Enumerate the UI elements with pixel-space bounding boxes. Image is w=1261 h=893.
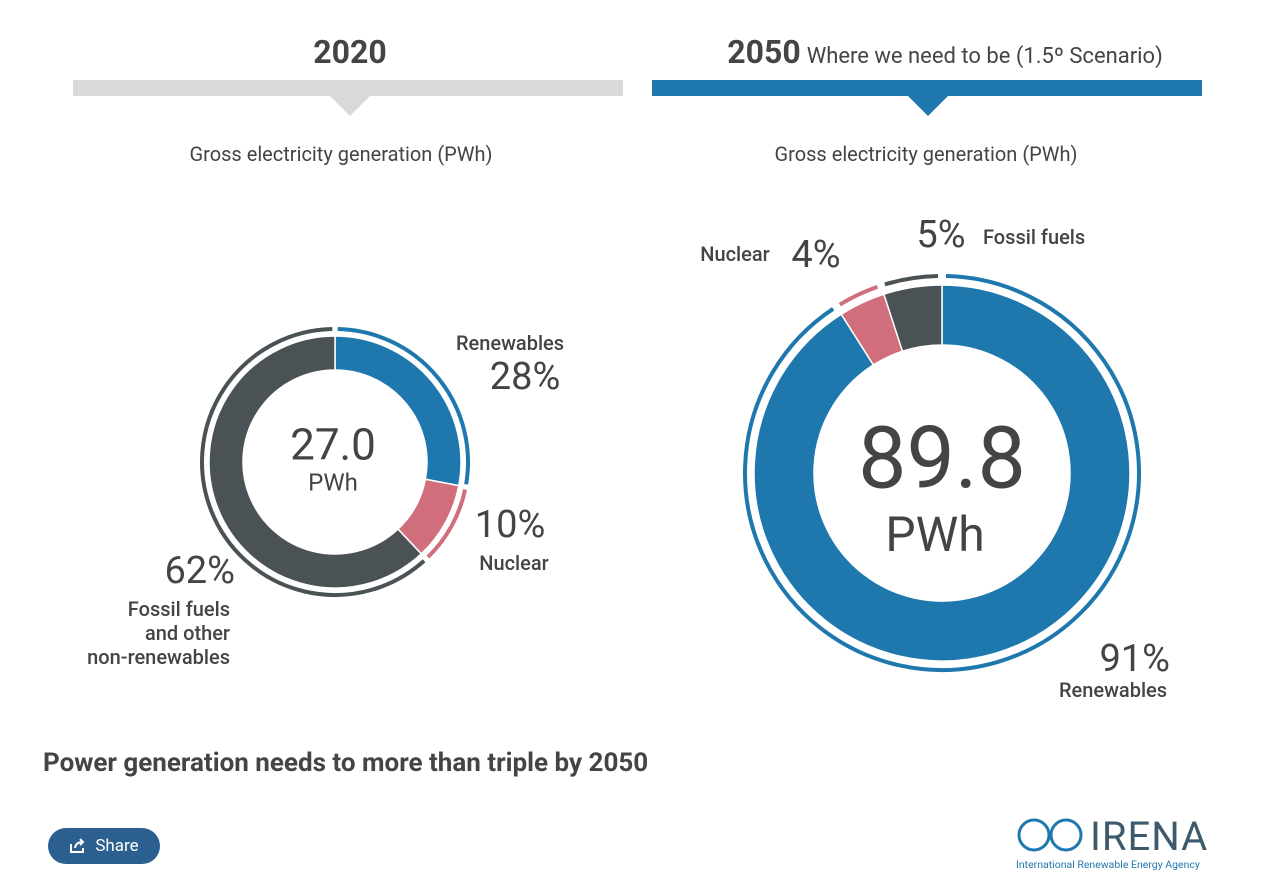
logo-name: IRENA [1090, 813, 1209, 860]
header-pointer [330, 96, 370, 116]
data-label: 91% [1099, 637, 1170, 682]
share-button[interactable]: Share [48, 828, 160, 864]
data-label: 4% [791, 233, 841, 278]
donut-segment [208, 335, 423, 589]
outer-arc [838, 285, 879, 307]
center-unit: PWh [308, 468, 358, 497]
outer-arc [884, 274, 939, 287]
donut-segment [882, 284, 943, 353]
legend-label: Fossil fuels [983, 225, 1086, 249]
header-pointer [908, 96, 948, 116]
header: 2020 [313, 33, 386, 71]
outer-arc [337, 327, 470, 485]
share-icon [70, 838, 85, 853]
outer-arc [743, 274, 1141, 672]
data-label: 5% [916, 213, 966, 258]
legend-label: Renewables [455, 331, 565, 355]
data-label: 62% [164, 549, 235, 594]
legend-label: Nuclear [479, 551, 549, 575]
chart-title: 2020 [313, 33, 387, 71]
logo-tagline: International Renewable Energy Agency [1016, 858, 1200, 871]
share-label[interactable]: Share [95, 836, 139, 856]
legend-label: Nuclear [700, 242, 770, 266]
header-bar [73, 80, 623, 96]
center-unit: PWh [885, 506, 985, 564]
chart-title-note: Where we need to be (1.5º Scenario) [806, 44, 1163, 69]
headline: Power generation needs to more than trip… [43, 748, 649, 778]
chart-subtitle: Gross electricity generation (PWh) [189, 142, 493, 166]
center-total: 89.8 [858, 407, 1026, 509]
legend-label: Renewables [1058, 678, 1168, 702]
center-total: 27.0 [290, 418, 376, 471]
data-label: 28% [489, 355, 561, 400]
outer-arc [426, 489, 468, 559]
header-bar [652, 80, 1202, 96]
donut-segment [753, 284, 1131, 662]
data-label: 10% [474, 503, 546, 548]
logo-icon [1017, 818, 1083, 852]
header: 2050 Where we need to be (1.5º Scenario) [727, 33, 1162, 71]
chart-subtitle: Gross electricity generation (PWh) [774, 142, 1078, 166]
chart-title: 2050 [727, 33, 801, 71]
legend-label: Fossil fuels and other non-renewables [87, 597, 230, 669]
outer-arc [200, 327, 426, 597]
